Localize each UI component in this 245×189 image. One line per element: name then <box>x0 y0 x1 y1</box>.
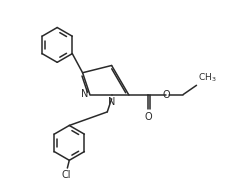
Text: N: N <box>109 97 116 107</box>
Text: CH$_3$: CH$_3$ <box>198 72 216 84</box>
Text: N: N <box>81 89 88 99</box>
Text: O: O <box>162 90 170 99</box>
Text: O: O <box>145 112 152 122</box>
Text: Cl: Cl <box>62 170 71 180</box>
